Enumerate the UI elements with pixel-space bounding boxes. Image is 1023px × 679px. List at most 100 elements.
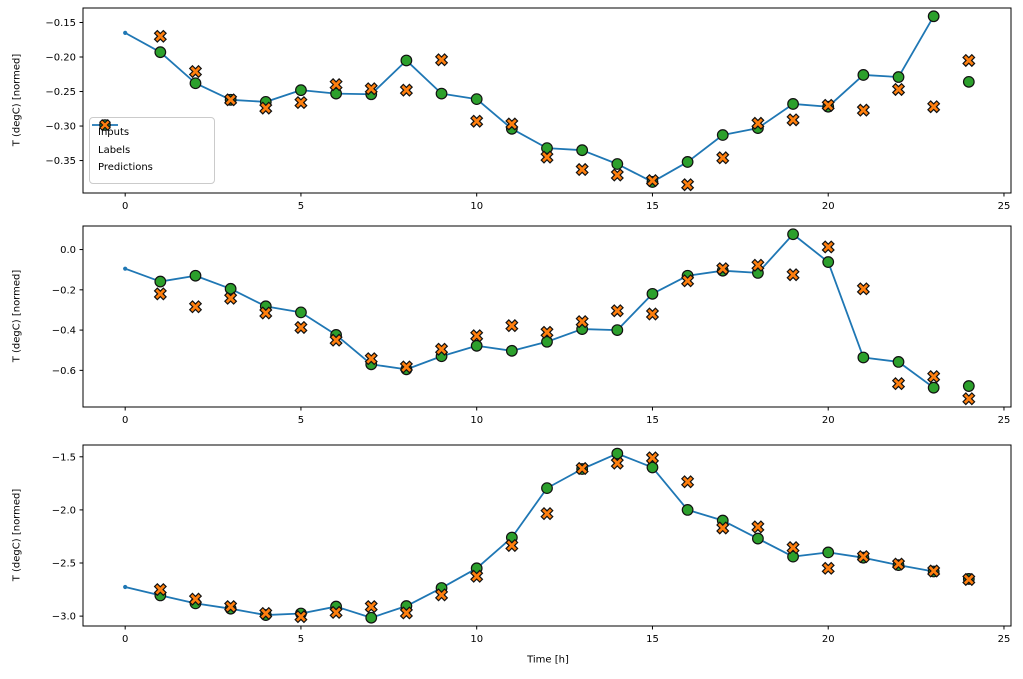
prediction-marker (259, 306, 273, 320)
label-marker (541, 335, 553, 348)
inputs-series (123, 451, 936, 620)
x-tick-label: 20 (822, 634, 835, 645)
prediction-marker (751, 116, 765, 130)
inputs-point-marker (123, 30, 128, 35)
prediction-marker (364, 352, 378, 366)
label-marker (470, 339, 483, 352)
label-marker (892, 356, 905, 368)
prediction-marker (294, 95, 308, 110)
prediction-marker (786, 113, 800, 127)
x-tick-label: 20 (822, 201, 835, 212)
legend-label-labels: Labels (98, 144, 131, 156)
inputs-point-marker (123, 266, 128, 271)
inputs-line (124, 15, 935, 183)
prediction-marker (434, 588, 449, 602)
x-tick-label: 10 (470, 415, 483, 426)
prediction-marker (575, 315, 589, 329)
y-tick-label: 0.0 (60, 245, 76, 256)
label-marker (962, 380, 975, 392)
prediction-marker (153, 29, 167, 43)
prediction-marker (645, 451, 660, 465)
axes-frame (82, 444, 1012, 627)
label-marker (611, 324, 624, 336)
legend-item-labels: Labels (98, 119, 208, 156)
label-marker (154, 275, 167, 288)
prediction-marker (505, 117, 519, 131)
prediction-marker (364, 82, 378, 96)
y-axis-label-bottom-panel: T (degC) [normed] (11, 488, 23, 582)
y-tick-label: −3.0 (52, 612, 76, 623)
predictions-x-swatch-icon (99, 119, 111, 131)
label-marker (470, 93, 483, 106)
label-marker (822, 546, 835, 559)
labels-series (154, 10, 975, 188)
label-marker (927, 381, 940, 394)
label-marker (646, 287, 659, 300)
prediction-marker (188, 592, 203, 606)
y-tick-label: −0.35 (45, 156, 76, 167)
inputs-line (124, 452, 935, 619)
prediction-marker (821, 561, 835, 575)
prediction-marker (470, 329, 484, 343)
prediction-marker (786, 268, 800, 282)
label-marker (611, 158, 624, 170)
prediction-marker (856, 103, 870, 117)
prediction-marker (962, 53, 976, 68)
label-marker (787, 98, 799, 110)
prediction-marker (751, 258, 765, 272)
prediction-marker (224, 599, 238, 614)
label-marker (611, 447, 624, 460)
prediction-marker (680, 475, 695, 489)
label-marker (752, 532, 764, 545)
prediction-marker (786, 540, 800, 555)
prediction-marker (645, 173, 660, 188)
prediction-marker (153, 287, 167, 301)
legend: Inputs Labels Predictions (89, 117, 215, 184)
prediction-marker (610, 168, 624, 182)
prediction-marker (329, 333, 343, 347)
label-marker (681, 156, 694, 168)
legend-label-predictions: Predictions (98, 162, 153, 174)
prediction-marker (927, 564, 941, 578)
prediction-marker (434, 53, 449, 67)
y-tick-label: −2.0 (52, 505, 76, 516)
prediction-marker (645, 307, 660, 321)
prediction-marker (716, 262, 730, 276)
label-marker (787, 550, 799, 563)
y-tick-label: −0.30 (45, 122, 76, 133)
prediction-marker (680, 178, 695, 192)
y-tick-label: −0.15 (45, 18, 76, 29)
prediction-marker (259, 101, 273, 115)
prediction-marker (329, 605, 343, 620)
prediction-marker (259, 606, 273, 621)
label-marker (962, 75, 975, 88)
inputs-line (124, 233, 935, 389)
y-tick-label: −0.4 (52, 326, 76, 337)
label-marker (224, 282, 237, 295)
label-marker (716, 129, 729, 141)
label-marker (295, 306, 307, 319)
prediction-marker (329, 78, 343, 92)
prediction-marker (540, 150, 554, 164)
prediction-marker (294, 610, 308, 624)
prediction-marker (505, 319, 519, 333)
x-axis-label: Time [h] (527, 654, 569, 666)
x-tick-label: 0 (122, 415, 128, 426)
label-marker (892, 71, 905, 83)
prediction-marker (364, 599, 378, 614)
axes-frame (82, 7, 1012, 194)
prediction-marker (224, 291, 238, 305)
axes-frame (82, 225, 1012, 408)
prediction-marker (962, 572, 976, 587)
prediction-marker (294, 320, 308, 335)
prediction-marker (891, 377, 906, 391)
prediction-marker (575, 461, 589, 476)
label-marker (927, 10, 940, 23)
prediction-marker (962, 392, 976, 406)
x-tick-label: 5 (298, 634, 304, 645)
prediction-marker (891, 82, 906, 97)
y-tick-label: −0.20 (45, 53, 76, 64)
prediction-marker (470, 569, 484, 583)
